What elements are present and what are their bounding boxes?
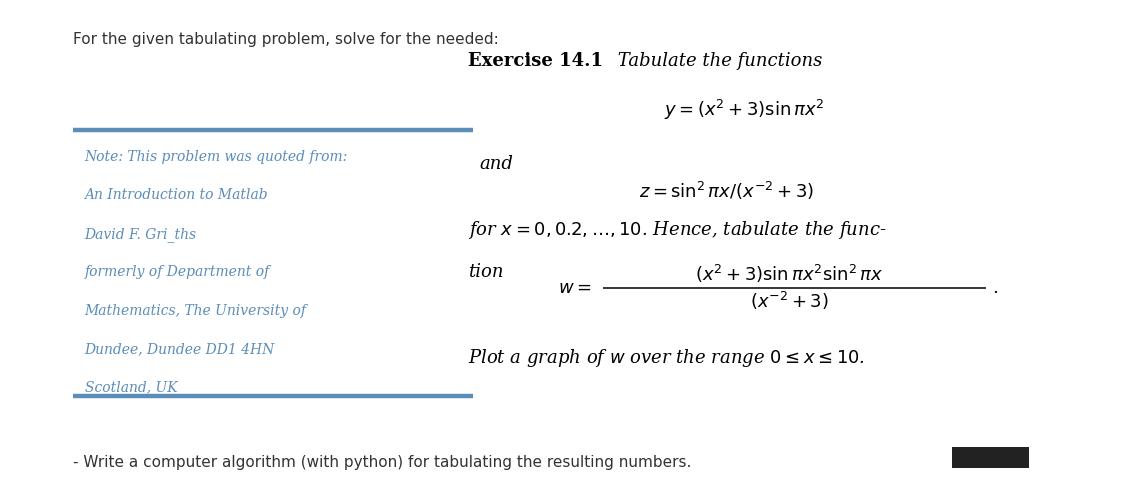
Text: .: . (992, 279, 997, 297)
Text: An Introduction to Matlab: An Introduction to Matlab (85, 188, 268, 202)
Text: tion: tion (468, 263, 503, 281)
Text: Dundee, Dundee DD1 4HN: Dundee, Dundee DD1 4HN (85, 342, 275, 356)
Text: and: and (479, 155, 513, 173)
Text: $z = \sin^2 \pi x/(x^{-2}+3)$: $z = \sin^2 \pi x/(x^{-2}+3)$ (639, 180, 815, 202)
Text: formerly of Department of: formerly of Department of (85, 265, 269, 279)
Text: Tabulate the functions: Tabulate the functions (612, 52, 823, 70)
Text: Exercise 14.1: Exercise 14.1 (468, 52, 603, 70)
Text: For the given tabulating problem, solve for the needed:: For the given tabulating problem, solve … (73, 32, 499, 47)
Text: $(x^{-2}+3)$: $(x^{-2}+3)$ (749, 290, 828, 312)
Text: David F. Gri_ths: David F. Gri_ths (85, 227, 196, 242)
Text: $y = (x^2 + 3)\sin \pi x^2$: $y = (x^2 + 3)\sin \pi x^2$ (664, 98, 824, 123)
Text: Plot a graph of $w$ over the range $0 \leq x \leq 10$.: Plot a graph of $w$ over the range $0 \l… (468, 347, 864, 369)
Text: - Write a computer algorithm (with python) for tabulating the resulting numbers.: - Write a computer algorithm (with pytho… (73, 455, 692, 470)
Text: for $x = 0, 0.2,\ldots, 10$. Hence, tabulate the func-: for $x = 0, 0.2,\ldots, 10$. Hence, tabu… (468, 219, 886, 241)
Text: $(x^2+3)\sin \pi x^2 \sin^2 \pi x$: $(x^2+3)\sin \pi x^2 \sin^2 \pi x$ (695, 263, 882, 285)
Text: Scotland, UK: Scotland, UK (85, 380, 177, 394)
Text: Mathematics, The University of: Mathematics, The University of (85, 304, 307, 317)
FancyBboxPatch shape (952, 447, 1029, 468)
Text: $w = $: $w = $ (558, 279, 592, 297)
Text: Note: This problem was quoted from:: Note: This problem was quoted from: (85, 150, 348, 164)
